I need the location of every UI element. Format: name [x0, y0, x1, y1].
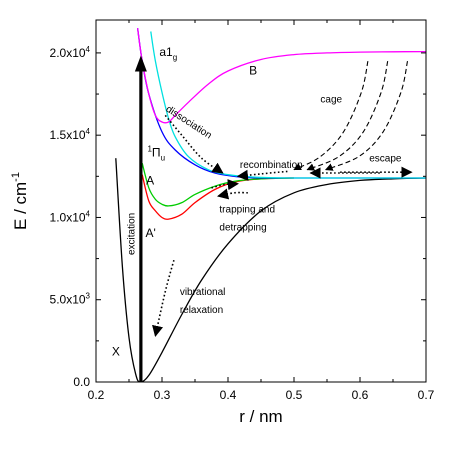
y-tick-label-1-0x104: 1.0x104	[50, 209, 91, 224]
state-label-u: 1Πu	[147, 145, 165, 163]
annotation-relaxation: relaxation	[180, 305, 223, 316]
arrow-cage-1	[293, 60, 369, 171]
x-tick-label-0-2: 0.2	[88, 388, 105, 402]
curve-b	[136, 28, 426, 124]
annotation-trapping-and: trapping and	[219, 205, 275, 216]
state-label-x: X	[112, 345, 120, 359]
state-label-a: A'	[146, 226, 156, 240]
curve-labels: XA'A1Πua1gBdissociationrecombinationesca…	[112, 45, 402, 358]
arrow-relaxation	[152, 259, 175, 337]
annotation-escape: escape	[369, 154, 402, 165]
state-label-a1g: a1g	[159, 45, 177, 62]
arrow-cage-3	[324, 60, 409, 171]
state-label-b: B	[249, 63, 257, 77]
process-arrows	[134, 55, 413, 382]
axes: 0.2 0.3 0.4 0.5 0.6 0.7 0.0 5.0x103 1.0x104 1.5x1…	[10, 19, 435, 426]
arrow-detrapping	[217, 188, 248, 200]
annotation-recombination: recombination	[240, 160, 303, 171]
annotation-detrapping: detrapping	[219, 223, 266, 234]
state-label-a: A	[146, 174, 154, 188]
x-tick-label-0-6: 0.6	[352, 388, 369, 402]
annotation-vibrational: vibrational	[180, 287, 226, 298]
x-axis-title: r / nm	[239, 407, 282, 426]
arrow-recombination	[236, 169, 288, 181]
arrow-dissociation	[164, 114, 224, 174]
potential-curves	[115, 28, 426, 382]
annotation-cage: cage	[320, 94, 342, 105]
x-tick-label-0-5: 0.5	[286, 388, 303, 402]
y-tick-label-5-0x103: 5.0x103	[50, 292, 91, 307]
y-tick-label-0-0: 0.0	[73, 375, 90, 389]
x-tick-label-0-3: 0.3	[154, 388, 171, 402]
excitation-arrow-head	[134, 55, 147, 72]
y-tick-label-2-0x104: 2.0x104	[50, 45, 91, 60]
curve-x	[115, 158, 426, 382]
x-tick-label-0-4: 0.4	[220, 388, 237, 402]
curve-a1g	[150, 31, 426, 179]
arrow-cage-2	[306, 60, 389, 171]
plot-frame	[95, 19, 427, 383]
annotation-excitation: excitation	[126, 213, 137, 255]
y-tick-label-1-5x104: 1.5x104	[50, 127, 91, 142]
x-tick-label-0-7: 0.7	[418, 388, 435, 402]
y-axis-title: E / cm-1	[10, 172, 30, 230]
